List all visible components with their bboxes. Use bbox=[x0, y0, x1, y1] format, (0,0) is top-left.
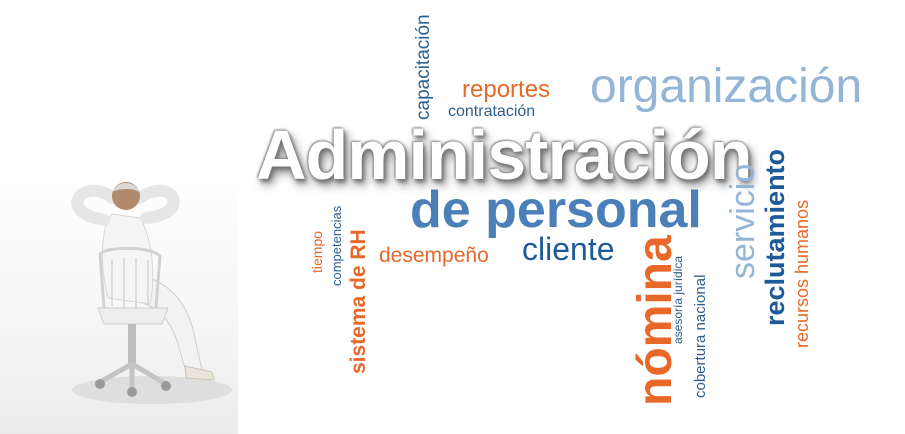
word-contratacion: contratación bbox=[448, 103, 536, 120]
word-organizacion: organización bbox=[590, 60, 863, 113]
word-sistema-de-rh: sistema de RH bbox=[347, 229, 370, 374]
word-reclutamiento: reclutamiento bbox=[760, 148, 790, 326]
word-desempeno: desempeño bbox=[379, 244, 489, 267]
word-reportes: reportes bbox=[462, 76, 551, 103]
word-administracion: Administración bbox=[256, 116, 753, 194]
word-capacitacion: capacitación bbox=[413, 14, 434, 120]
word-servicio: servicio bbox=[724, 163, 762, 279]
man-in-chair-photo bbox=[0, 158, 238, 434]
word-asesoria-juridica: asesoría jurídica bbox=[671, 255, 685, 344]
word-cobertura-nacional: cobertura nacional bbox=[692, 274, 709, 398]
man-in-chair-illustration bbox=[71, 182, 232, 404]
word-cliente: cliente bbox=[522, 231, 615, 267]
word-recursos-humanos: recursos humanos bbox=[792, 199, 812, 348]
word-tiempo: tiempo bbox=[309, 230, 325, 273]
word-de-personal: de personal bbox=[410, 181, 702, 239]
word-competencias: competencias bbox=[329, 205, 344, 286]
